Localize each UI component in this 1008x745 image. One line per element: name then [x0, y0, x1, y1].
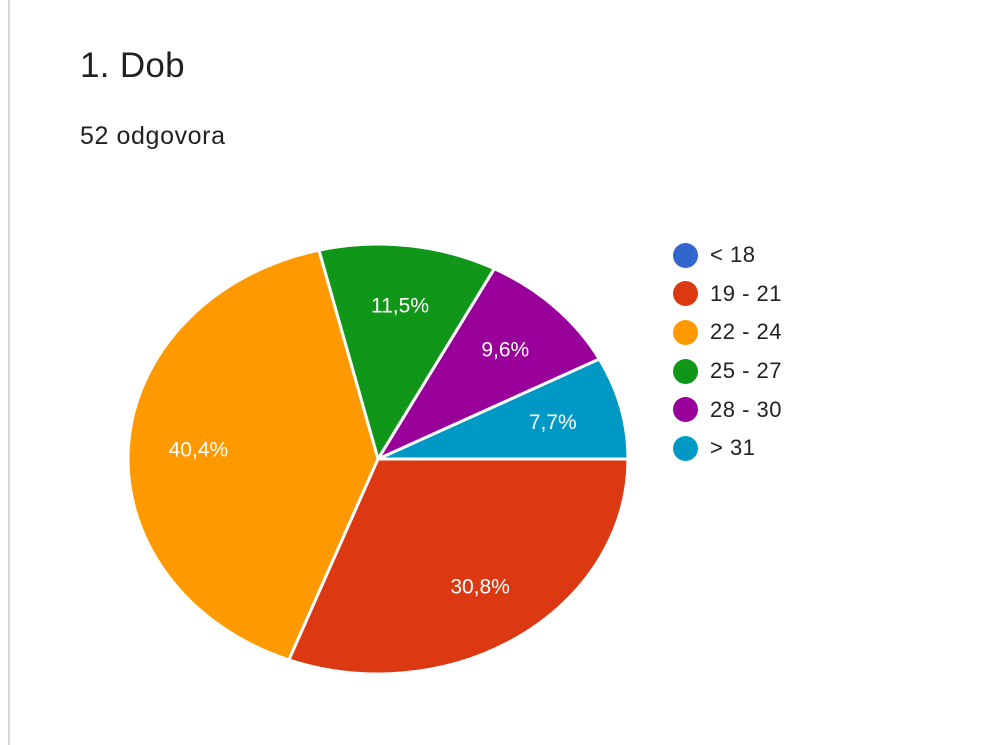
data-label-4: 11,5%: [371, 294, 429, 317]
pie-slice-5: [374, 266, 602, 463]
data-label-6: 7,7%: [529, 411, 577, 434]
question-title: 1. Dob: [80, 46, 185, 85]
data-label-5: 9,6%: [481, 339, 529, 362]
pie-slice-4: [316, 242, 497, 463]
legend-item-6: > 31: [673, 429, 782, 468]
legend-item-2: 19 - 21: [673, 275, 782, 314]
left-border: [8, 0, 10, 745]
pie-slices: [126, 242, 630, 676]
pie-labels: 7,7% 9,6% 11,5% 40,4% 30,8%: [169, 294, 577, 598]
legend-label-3: 22 - 24: [710, 319, 782, 345]
legend-label-4: 25 - 27: [710, 358, 782, 384]
data-label-2: 30,8%: [450, 576, 510, 599]
legend-swatch-5: [673, 397, 698, 423]
chart-legend: < 18 19 - 21 22 - 24 25 - 27 28 - 30 > 31: [673, 236, 782, 468]
legend-swatch-3: [673, 319, 698, 345]
legend-label-5: 28 - 30: [710, 396, 782, 422]
legend-swatch-1: [673, 242, 698, 268]
legend-label-2: 19 - 21: [710, 280, 782, 306]
legend-item-1: < 18: [673, 236, 782, 275]
data-label-3: 40,4%: [169, 438, 229, 461]
pie-slice-6: [377, 357, 630, 461]
legend-swatch-2: [673, 281, 698, 307]
legend-label-1: < 18: [710, 242, 756, 268]
legend-item-5: 28 - 30: [673, 390, 782, 429]
legend-item-4: 25 - 27: [673, 352, 782, 391]
legend-swatch-4: [673, 358, 698, 384]
legend-swatch-6: [673, 435, 698, 461]
legend-label-6: > 31: [710, 435, 756, 461]
pie-slice-3: [126, 248, 380, 662]
legend-item-3: 22 - 24: [673, 313, 782, 352]
pie-slice-2: [286, 457, 630, 676]
response-count: 52 odgovora: [80, 122, 226, 150]
